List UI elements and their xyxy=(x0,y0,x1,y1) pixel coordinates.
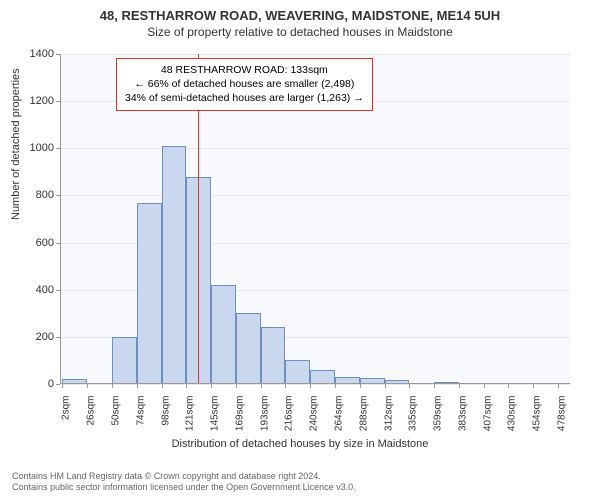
chart-plot-area: 0200400600800100012001400 2sqm26sqm50sqm… xyxy=(60,54,570,384)
x-tick-label: 145sqm xyxy=(209,396,220,432)
x-tick-mark xyxy=(186,384,187,388)
histogram-bar xyxy=(285,360,310,384)
x-tick-mark xyxy=(409,384,410,388)
y-tick-label: 1200 xyxy=(14,95,54,107)
x-tick-label: 98sqm xyxy=(161,396,172,426)
x-tick-mark xyxy=(335,384,336,388)
y-tick-mark xyxy=(56,101,60,102)
x-tick-label: 288sqm xyxy=(358,396,369,432)
chart-title-main: 48, RESTHARROW ROAD, WEAVERING, MAIDSTON… xyxy=(0,0,600,23)
x-tick-label: 216sqm xyxy=(283,396,294,432)
x-tick-label: 74sqm xyxy=(136,396,147,426)
y-tick-label: 1400 xyxy=(14,48,54,60)
y-tick-label: 1000 xyxy=(14,142,54,154)
x-tick-mark xyxy=(211,384,212,388)
x-tick-mark xyxy=(162,384,163,388)
x-tick-label: 454sqm xyxy=(531,396,542,432)
y-tick-mark xyxy=(56,243,60,244)
x-tick-mark xyxy=(285,384,286,388)
footer-attribution: Contains HM Land Registry data © Crown c… xyxy=(12,471,356,494)
y-tick-label: 600 xyxy=(14,237,54,249)
x-tick-label: 407sqm xyxy=(482,396,493,432)
y-tick-mark xyxy=(56,195,60,196)
x-tick-label: 193sqm xyxy=(259,396,270,432)
x-tick-label: 2sqm xyxy=(61,396,72,420)
x-tick-mark xyxy=(533,384,534,388)
x-tick-mark xyxy=(87,384,88,388)
histogram-bar xyxy=(112,337,137,384)
x-tick-label: 121sqm xyxy=(184,396,195,432)
x-tick-mark xyxy=(236,384,237,388)
x-tick-mark xyxy=(261,384,262,388)
x-tick-label: 312sqm xyxy=(383,396,394,432)
x-tick-mark xyxy=(484,384,485,388)
y-tick-label: 800 xyxy=(14,189,54,201)
x-axis-title: Distribution of detached houses by size … xyxy=(0,438,600,450)
histogram-bar xyxy=(261,327,285,384)
footer-line-1: Contains HM Land Registry data © Crown c… xyxy=(12,471,356,483)
x-tick-label: 169sqm xyxy=(234,396,245,432)
x-tick-mark xyxy=(62,384,63,388)
x-tick-label: 264sqm xyxy=(333,396,344,432)
x-tick-label: 478sqm xyxy=(556,396,567,432)
histogram-bar xyxy=(137,203,162,385)
x-tick-label: 26sqm xyxy=(86,396,97,426)
histogram-bar xyxy=(310,370,335,384)
y-tick-mark xyxy=(56,290,60,291)
x-tick-label: 383sqm xyxy=(457,396,468,432)
x-tick-mark xyxy=(508,384,509,388)
y-tick-label: 400 xyxy=(14,284,54,296)
x-tick-mark xyxy=(434,384,435,388)
y-tick-label: 0 xyxy=(14,378,54,390)
y-tick-label: 200 xyxy=(14,331,54,343)
info-annotation-box: 48 RESTHARROW ROAD: 133sqm ← 66% of deta… xyxy=(116,58,373,111)
y-axis-line xyxy=(60,54,61,384)
x-tick-label: 359sqm xyxy=(432,396,443,432)
x-tick-mark xyxy=(385,384,386,388)
histogram-bar xyxy=(211,285,236,384)
footer-line-2: Contains public sector information licen… xyxy=(12,482,356,494)
x-tick-label: 240sqm xyxy=(308,396,319,432)
y-tick-mark xyxy=(56,384,60,385)
info-line-1: 48 RESTHARROW ROAD: 133sqm xyxy=(125,63,364,77)
y-tick-mark xyxy=(56,54,60,55)
x-tick-label: 430sqm xyxy=(506,396,517,432)
info-line-3: 34% of semi-detached houses are larger (… xyxy=(125,91,364,105)
histogram-bar xyxy=(162,146,186,384)
x-tick-mark xyxy=(558,384,559,388)
histogram-bar xyxy=(236,313,261,384)
chart-title-sub: Size of property relative to detached ho… xyxy=(0,23,600,43)
x-tick-mark xyxy=(137,384,138,388)
y-tick-mark xyxy=(56,148,60,149)
x-tick-mark xyxy=(310,384,311,388)
x-tick-mark xyxy=(360,384,361,388)
info-line-2: ← 66% of detached houses are smaller (2,… xyxy=(125,77,364,91)
x-tick-label: 50sqm xyxy=(111,396,122,426)
x-tick-mark xyxy=(459,384,460,388)
x-tick-mark xyxy=(112,384,113,388)
x-tick-label: 335sqm xyxy=(407,396,418,432)
y-tick-mark xyxy=(56,337,60,338)
